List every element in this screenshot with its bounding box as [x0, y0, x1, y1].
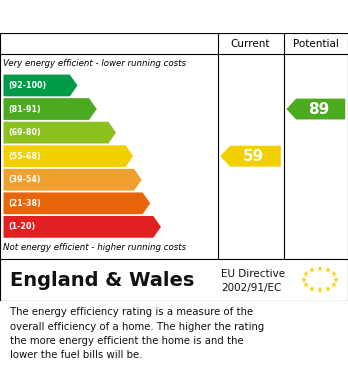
Polygon shape — [3, 216, 161, 238]
Text: C: C — [117, 126, 127, 140]
Text: B: B — [97, 102, 108, 116]
Text: G: G — [161, 220, 173, 234]
Text: Current: Current — [231, 39, 270, 49]
Text: 59: 59 — [243, 149, 264, 164]
Text: F: F — [151, 196, 160, 210]
Polygon shape — [3, 192, 150, 214]
Polygon shape — [3, 169, 142, 191]
Text: EU Directive: EU Directive — [221, 269, 285, 279]
Text: D: D — [134, 149, 145, 163]
Text: (69-80): (69-80) — [9, 128, 41, 137]
Polygon shape — [3, 122, 116, 143]
Polygon shape — [3, 98, 97, 120]
Text: Very energy efficient - lower running costs: Very energy efficient - lower running co… — [3, 59, 187, 68]
Text: Energy Efficiency Rating: Energy Efficiency Rating — [10, 9, 232, 24]
Text: Potential: Potential — [293, 39, 339, 49]
Text: E: E — [142, 173, 152, 187]
Text: (39-54): (39-54) — [9, 175, 41, 184]
Polygon shape — [220, 146, 281, 167]
Text: A: A — [78, 79, 89, 92]
Polygon shape — [286, 99, 345, 120]
Text: (81-91): (81-91) — [9, 104, 41, 113]
Text: (21-38): (21-38) — [9, 199, 41, 208]
Text: 89: 89 — [308, 102, 329, 117]
Polygon shape — [3, 75, 78, 96]
Text: Not energy efficient - higher running costs: Not energy efficient - higher running co… — [3, 243, 187, 252]
Polygon shape — [3, 145, 133, 167]
Text: The energy efficiency rating is a measure of the
overall efficiency of a home. T: The energy efficiency rating is a measur… — [10, 307, 265, 361]
Text: (1-20): (1-20) — [9, 222, 36, 231]
Text: 2002/91/EC: 2002/91/EC — [221, 283, 281, 293]
Text: (55-68): (55-68) — [9, 152, 41, 161]
Text: England & Wales: England & Wales — [10, 271, 195, 289]
Text: (92-100): (92-100) — [9, 81, 47, 90]
